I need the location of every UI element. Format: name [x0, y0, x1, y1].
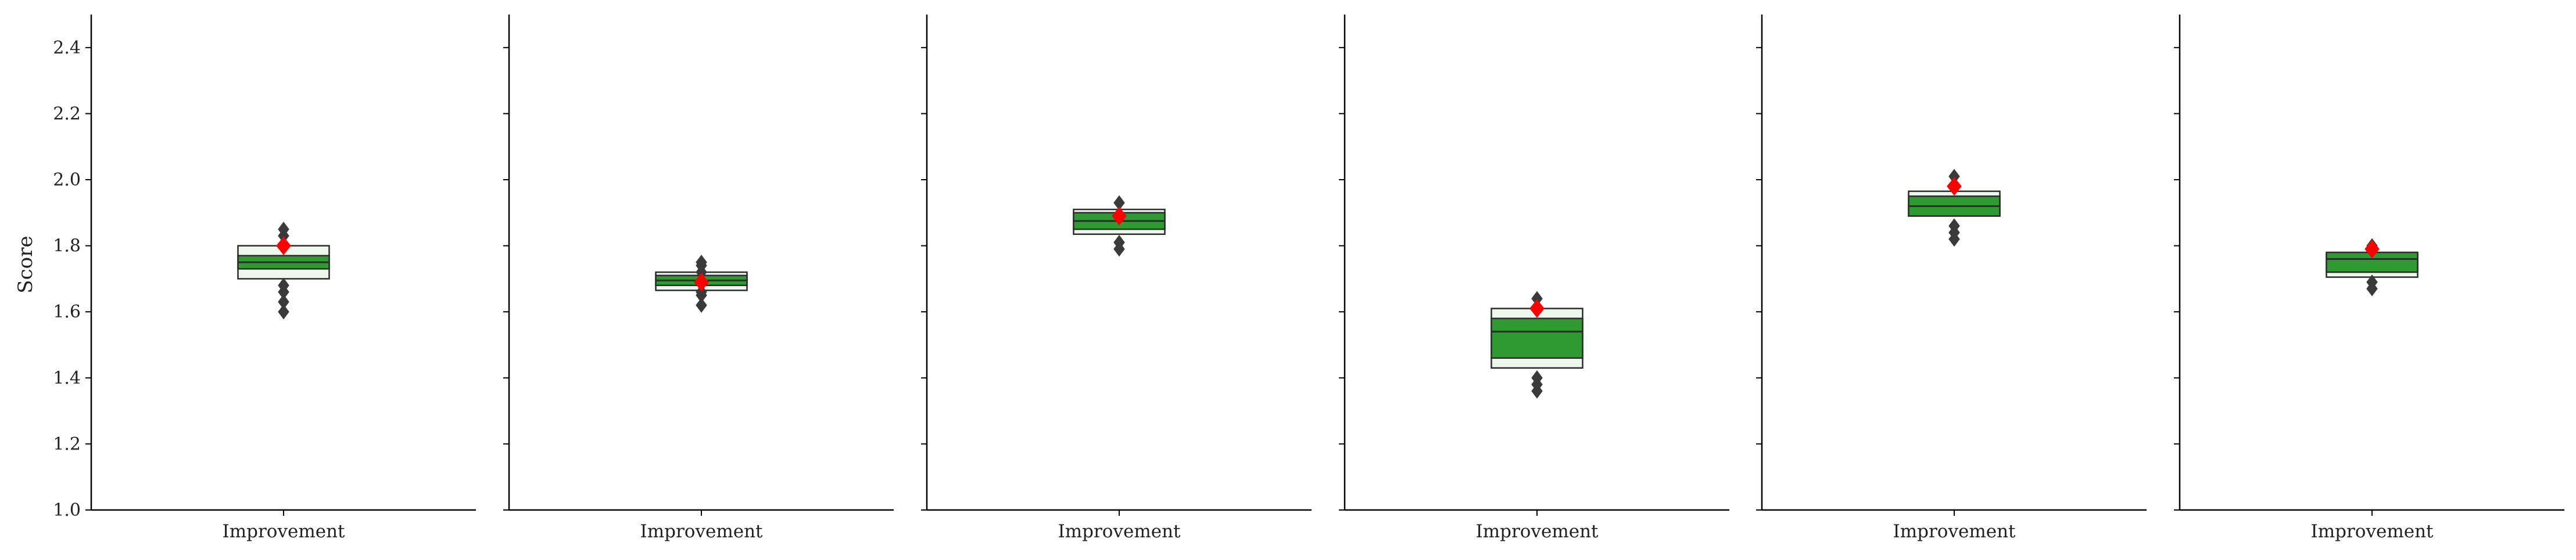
- y-tick-label: 2.4: [53, 38, 81, 58]
- y-tick-label: 2.2: [53, 104, 81, 124]
- outlier-point: [1531, 291, 1543, 306]
- panel-5: Improvement: [1756, 15, 2147, 542]
- panels: 1.0 1.2 1.4 1.6 1.8 2.0 2.2 2.4 Improvement Impro…: [53, 15, 2564, 542]
- mean-marker: [1529, 299, 1545, 318]
- mean-marker: [1947, 177, 1962, 196]
- panel-2: Improvement: [503, 15, 894, 542]
- outlier-point: [278, 304, 289, 320]
- y-tick-label: 1.0: [53, 500, 81, 520]
- x-tick-label: Improvement: [1893, 521, 2016, 542]
- panel-4: Improvement: [1339, 15, 1729, 542]
- x-tick-label: Improvement: [223, 521, 346, 542]
- outlier-point: [696, 255, 707, 270]
- mean-marker: [1112, 206, 1127, 226]
- outlier-point: [278, 222, 289, 237]
- outlier-point: [278, 277, 289, 293]
- outlier-point: [696, 297, 707, 313]
- outlier-point: [696, 284, 707, 300]
- letter-value-box: [1491, 318, 1583, 359]
- outlier-point: [2366, 274, 2378, 290]
- panel-1: 1.0 1.2 1.4 1.6 1.8 2.0 2.2 2.4 Improvement: [53, 15, 476, 542]
- mean-marker: [2364, 240, 2380, 259]
- x-tick-label: Improvement: [1058, 521, 1181, 542]
- y-tick-label: 1.4: [53, 368, 81, 388]
- panel-6: Improvement: [2174, 15, 2564, 542]
- panel-3: Improvement: [921, 15, 1312, 542]
- y-tick-label: 1.6: [53, 302, 81, 322]
- y-tick-label: 1.8: [53, 236, 81, 256]
- outlier-point: [1948, 169, 1960, 184]
- y-tick-label: 1.2: [53, 434, 81, 454]
- y-tick-label: 2.0: [53, 170, 81, 190]
- outlier-point: [1113, 234, 1125, 250]
- x-tick-label: Improvement: [1476, 521, 1599, 542]
- y-axis-label: Score: [14, 236, 37, 293]
- outlier-point: [1948, 218, 1960, 234]
- outlier-point: [278, 294, 289, 310]
- mean-marker: [694, 273, 709, 292]
- outlier-point: [1113, 195, 1125, 211]
- x-tick-label: Improvement: [640, 521, 764, 542]
- outlier-point: [1531, 370, 1543, 386]
- x-tick-label: Improvement: [2311, 521, 2434, 542]
- mean-marker: [276, 236, 291, 255]
